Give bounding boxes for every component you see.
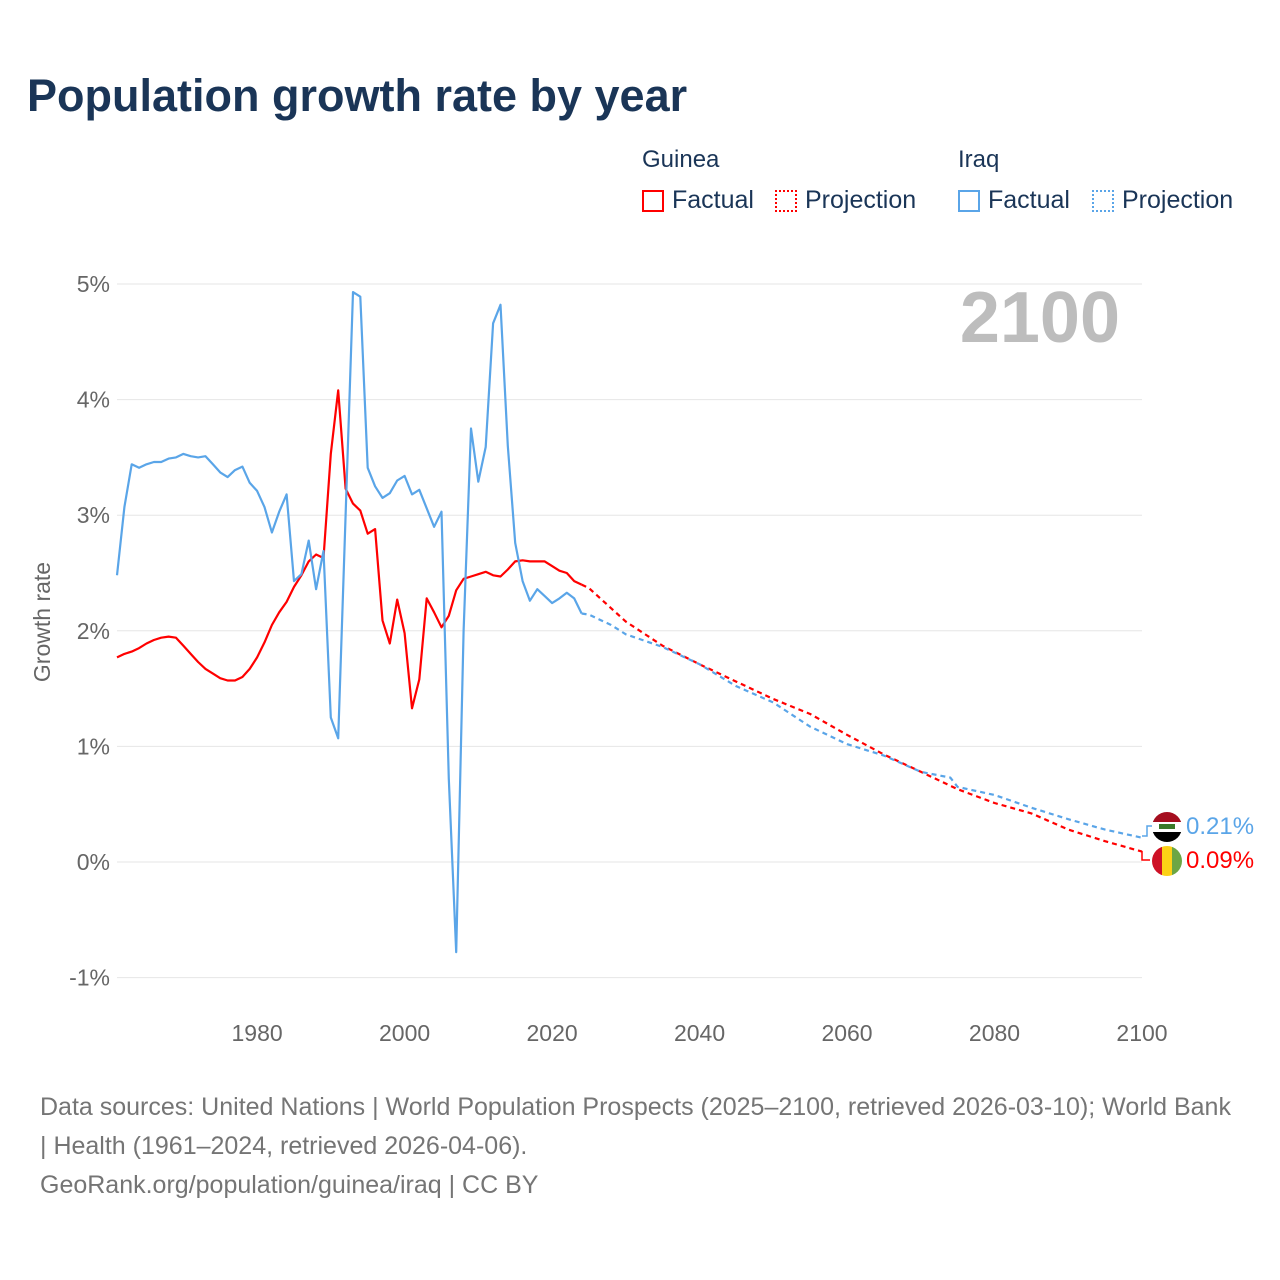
footer: Data sources: United Nations | World Pop…: [40, 1088, 1240, 1205]
legend-group-guinea: Guinea: [642, 146, 720, 173]
y-tick-label: 4%: [77, 387, 110, 413]
legend-label: Projection: [1122, 186, 1234, 214]
end-marker-guinea: 0.09%: [1141, 846, 1254, 876]
x-tick-label: 2060: [821, 1020, 872, 1046]
series-line-guinea-projection: [581, 583, 1143, 853]
series-line-iraq-factual: [115, 291, 583, 954]
legend-swatch-solid-red: [642, 189, 664, 212]
iraq-flag-icon: [1152, 812, 1182, 842]
y-tick-label: 0%: [77, 849, 110, 875]
y-tick-label: 2%: [77, 618, 110, 644]
legend-iraq-projection[interactable]: Projection: [1092, 186, 1233, 215]
x-tick-label: 2020: [526, 1020, 577, 1046]
end-marker-iraq: 0.21%: [1142, 812, 1254, 842]
legend-swatch-solid-blue: [958, 189, 980, 212]
legend-guinea-projection[interactable]: Projection: [775, 186, 916, 215]
legend-guinea-factual[interactable]: Factual: [642, 186, 754, 215]
series-line-iraq-projection: [581, 612, 1143, 839]
y-tick-label: 5%: [77, 271, 110, 297]
credit-link[interactable]: GeoRank.org/population/guinea/iraq | CC …: [40, 1171, 539, 1199]
end-label-guinea: 0.09%: [1186, 847, 1254, 874]
x-tick-label: 2100: [1116, 1020, 1167, 1046]
x-tick-label: 2080: [969, 1020, 1020, 1046]
guinea-flag-icon: [1152, 846, 1182, 876]
y-tick-label: 3%: [77, 502, 110, 528]
legend-swatch-dotted-blue: [1092, 189, 1114, 212]
y-tick-label: -1%: [69, 965, 110, 991]
data-sources: Data sources: United Nations | World Pop…: [40, 1093, 1231, 1160]
page-title: Population growth rate by year: [27, 70, 688, 121]
legend-group-iraq: Iraq: [958, 146, 1000, 173]
legend-label: Projection: [805, 186, 917, 214]
legend-iraq-factual[interactable]: Factual: [958, 186, 1070, 215]
series-line-guinea-factual: [116, 389, 583, 710]
x-tick-label: 2000: [379, 1020, 430, 1046]
legend-swatch-dotted-red: [775, 189, 797, 212]
y-tick-label: 1%: [77, 733, 110, 759]
y-axis-label: Growth rate: [29, 562, 55, 682]
legend-label: Factual: [988, 186, 1070, 214]
x-tick-label: 1980: [232, 1020, 283, 1046]
x-tick-label: 2040: [674, 1020, 725, 1046]
end-label-iraq: 0.21%: [1186, 813, 1254, 840]
year-watermark: 2100: [960, 278, 1120, 358]
legend-label: Factual: [672, 186, 754, 214]
